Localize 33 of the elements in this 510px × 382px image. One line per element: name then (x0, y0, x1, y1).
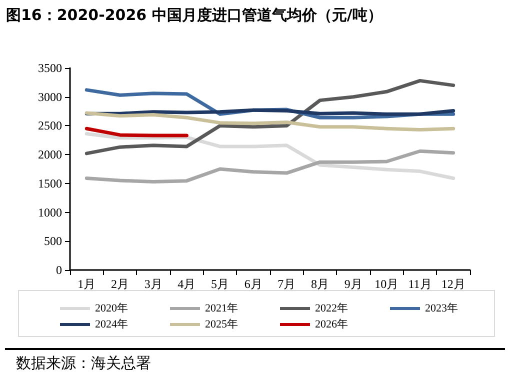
legend-label: 2026年 (315, 318, 348, 330)
legend-label: 2022年 (315, 302, 348, 314)
x-tick-label: 8月 (311, 277, 329, 291)
legend-label: 2025年 (205, 318, 238, 330)
x-tick-label: 6月 (244, 277, 262, 291)
x-tick-label: 11月 (408, 277, 432, 291)
legend-label: 2021年 (205, 302, 238, 314)
line-series (84, 149, 456, 184)
legend-label: 2024年 (95, 318, 128, 330)
x-tick-label: 5月 (211, 277, 229, 291)
legend-label: 2023年 (425, 302, 458, 314)
y-tick-label: 500 (44, 234, 62, 248)
x-tick-label: 12月 (441, 277, 466, 291)
source-note: 数据来源：海关总署 (16, 354, 151, 373)
x-tick-label: 9月 (344, 277, 362, 291)
chart-title: 图16：2020-2026 中国月度进口管道气均价（元/吨） (6, 6, 382, 25)
x-tick-label: 3月 (144, 277, 162, 291)
y-tick-label: 2500 (38, 118, 62, 133)
line-series (84, 78, 456, 156)
y-tick-label: 1000 (38, 205, 62, 220)
x-tick-label: 10月 (374, 277, 399, 291)
y-tick-label: 3000 (38, 90, 62, 104)
x-tick-label: 4月 (178, 277, 196, 291)
y-tick-label: 1500 (38, 176, 62, 190)
y-tick-label: 0 (56, 263, 62, 277)
y-tick-label: 2000 (38, 148, 62, 162)
x-tick-label: 7月 (278, 277, 296, 291)
line-series (84, 132, 456, 180)
legend-label: 2020年 (95, 302, 128, 314)
line-series (84, 111, 456, 132)
x-tick-label: 1月 (78, 277, 96, 291)
y-tick-label: 3500 (38, 61, 62, 75)
x-tick-label: 2月 (111, 277, 129, 291)
